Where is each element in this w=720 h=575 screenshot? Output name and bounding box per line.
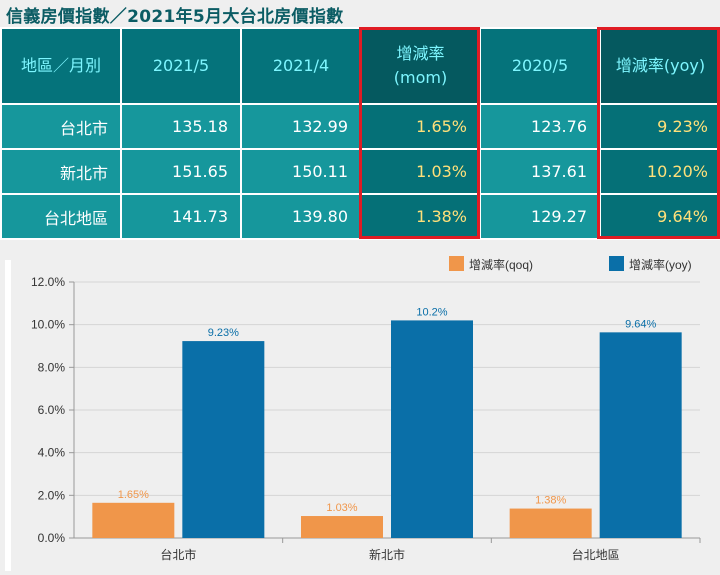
legend-label: 增減率(qoq) — [469, 257, 533, 272]
bar-qoq — [301, 516, 383, 538]
bar-qoq — [92, 502, 175, 538]
cell-region: 新北市 — [0, 148, 122, 195]
header-2020-5: 2020/5 — [479, 27, 601, 105]
mom-highlight-box — [359, 27, 480, 239]
bar-data-label: 1.65% — [118, 489, 149, 501]
header-region: 地區／月別 — [0, 27, 122, 105]
bar-yoy — [599, 332, 682, 538]
cell-value: 135.18 — [120, 103, 242, 150]
bar-data-label: 9.64% — [625, 318, 656, 330]
page-title: 信義房價指數／2021年5月大台北房價指數 — [6, 7, 344, 27]
chart-svg: 0.0% 2.0% 4.0% 6.0% 8.0% 10.0% 12.0% 台北市 1.65% 9.… — [5, 256, 701, 571]
y-tick-label: 12.0% — [31, 275, 65, 289]
cell-value: 123.76 — [479, 103, 601, 150]
bar-yoy — [391, 320, 473, 538]
cell-value: 129.27 — [479, 193, 601, 240]
legend-swatch-qoq — [449, 256, 464, 271]
cell-value: 141.73 — [120, 193, 242, 240]
header-yoy: 增減率(yoy) — [599, 27, 720, 105]
cell-region: 台北地區 — [0, 193, 122, 240]
header-mom-label: 增減率 (mom) — [393, 44, 448, 87]
cell-yoy: 9.23% — [599, 103, 720, 150]
bar-data-label: 9.23% — [208, 327, 239, 339]
cell-yoy: 9.64% — [599, 193, 720, 240]
cell-value: 150.11 — [240, 148, 362, 195]
header-2021-5: 2021/5 — [120, 27, 242, 105]
legend-label: 增減率(yoy) — [629, 257, 692, 272]
y-tick-label: 2.0% — [38, 488, 66, 502]
y-tick-label: 10.0% — [31, 318, 65, 332]
cell-yoy: 10.20% — [599, 148, 720, 195]
x-tick-label: 新北市 — [369, 547, 405, 562]
header-2021-4: 2021/4 — [240, 27, 362, 105]
cell-value: 137.61 — [479, 148, 601, 195]
cell-mom: 1.65% — [360, 103, 481, 150]
table-row: 台北市 135.18 132.99 1.65% 123.76 9.23% — [0, 103, 720, 150]
bar-data-label: 1.03% — [326, 502, 357, 514]
cell-mom: 1.38% — [360, 193, 481, 240]
cell-value: 139.80 — [240, 193, 362, 240]
bar-data-label: 10.2% — [416, 306, 447, 318]
cell-value: 132.99 — [240, 103, 362, 150]
cell-value: 151.65 — [120, 148, 242, 195]
cell-mom: 1.03% — [360, 148, 481, 195]
x-tick-label: 台北地區 — [572, 547, 620, 562]
y-tick-label: 6.0% — [38, 403, 66, 417]
table-header-row: 地區／月別 2021/5 2021/4 增減率 (mom) 2020/5 增減率… — [0, 27, 720, 105]
yoy-highlight-box — [597, 27, 720, 239]
cell-region: 台北市 — [0, 103, 122, 150]
x-tick-label: 台北市 — [160, 547, 196, 562]
y-tick-label: 4.0% — [38, 446, 66, 460]
bar-qoq — [509, 508, 592, 538]
bar-data-label: 1.38% — [535, 495, 566, 507]
y-tick-label: 0.0% — [38, 531, 66, 545]
price-index-table: 地區／月別 2021/5 2021/4 增減率 (mom) 2020/5 增減率… — [0, 27, 720, 240]
table-row: 台北地區 141.73 139.80 1.38% 129.27 9.64% — [0, 193, 720, 240]
panel-edge — [5, 260, 11, 571]
bar-yoy — [182, 341, 265, 538]
y-tick-label: 8.0% — [38, 360, 66, 374]
legend-swatch-yoy — [609, 256, 624, 271]
table-row: 新北市 151.65 150.11 1.03% 137.61 10.20% — [0, 148, 720, 195]
bar-chart: 0.0% 2.0% 4.0% 6.0% 8.0% 10.0% 12.0% 台北市 1.65% 9.… — [0, 244, 720, 571]
